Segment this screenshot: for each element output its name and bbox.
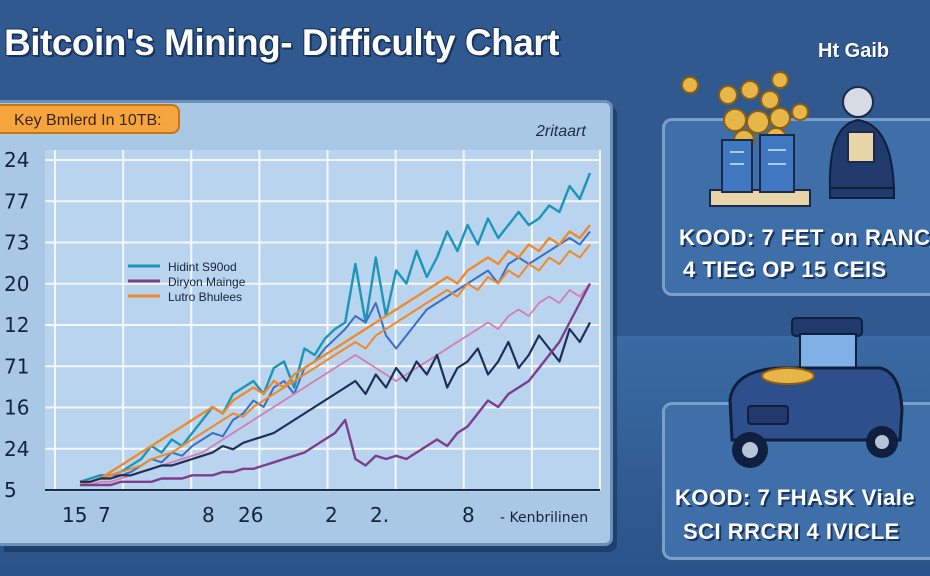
legend-label: Lutro Bhulees [168,290,242,304]
x-tick-label: 8 [202,503,215,527]
x-tick-label: 15 [62,503,87,527]
legend-label: Diryon Mainge [168,275,246,289]
series-line-1 [79,172,592,483]
y-tick-label: 73 [4,231,29,255]
series-line-7 [80,282,592,487]
chart-lines [79,172,592,487]
mining-illustration [681,71,896,207]
chart-subtitle: 2ritaart [536,123,586,140]
y-tick-label: 24 [4,437,29,461]
x-tick-label: 2 [325,503,338,527]
server-rack-icon [709,134,811,207]
chart-grid [45,150,601,492]
y-tick-label: 20 [4,272,29,296]
x-tick-label: 2. [370,503,389,527]
y-tick-label: 12 [4,313,29,337]
y-tick-label: 16 [4,396,29,420]
x-tick-label: 26 [238,503,263,527]
chart-labels: 24 77 73 20 12 71 16 24 5 15 7 8 26 2 2. 8 - Kenbrilinen [4,148,588,527]
corner-label: Ht Gaib [818,40,890,62]
plot-area [45,150,600,492]
miner-person-icon [828,86,896,199]
series-line-3 [80,224,591,483]
series-line-4 [79,243,591,486]
series-line-6 [80,321,591,483]
series-line-2 [79,230,591,486]
key-badge: Key Bmlerd In 10TB: [0,104,180,134]
x-tick-label: 7 [98,503,111,527]
y-tick-label: 24 [4,148,29,172]
callout-top-line1: KOOD: 7 FET on RANC: [679,225,930,250]
mining-cart-icon [728,317,904,468]
callout-bottom-line1: KOOD: 7 FHASK Viale [675,485,916,510]
x-tick-label: 8 [462,503,475,527]
y-tick-label: 77 [4,189,29,213]
x-tick-label: - Kenbrilinen [500,510,588,526]
legend-label: Hidint S90od [168,260,237,274]
callout-bottom-line2: SCI RRCRI 4 IVICLE [683,519,900,544]
page-title: Bitcoin's Mining- Difficulty Chart [4,22,560,63]
y-tick-label: 5 [4,478,17,502]
y-tick-label: 71 [4,354,29,378]
callout-top-line2: 4 TIEG OP 15 CEIS [683,257,887,282]
